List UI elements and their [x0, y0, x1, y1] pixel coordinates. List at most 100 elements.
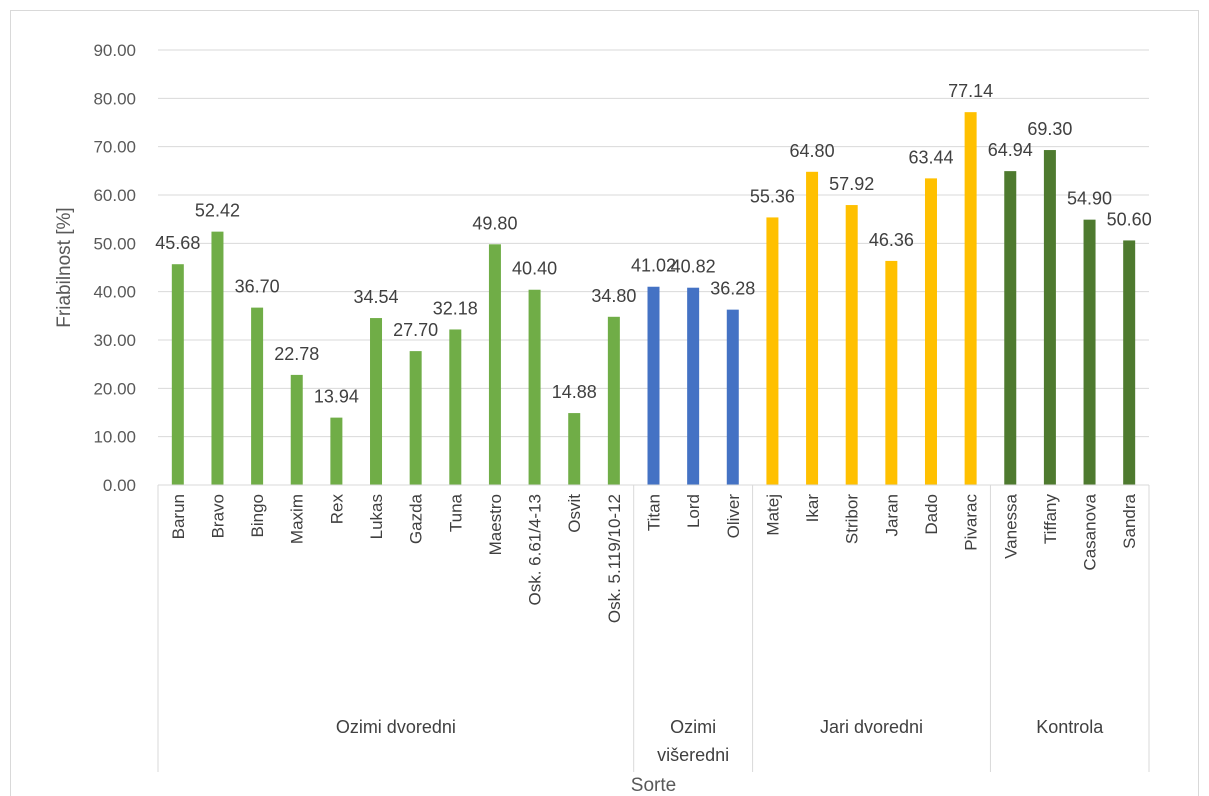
category-label: Stribor — [843, 494, 862, 544]
bar — [1004, 171, 1017, 485]
data-label: 77.14 — [948, 81, 993, 101]
data-label: 63.44 — [908, 147, 953, 167]
bar — [251, 307, 264, 485]
data-label: 64.80 — [790, 141, 835, 161]
y-axis-ticks: 0.00 10.00 20.00 30.00 40.00 50.00 60.00 70.00 8… — [93, 41, 136, 495]
bar — [726, 309, 739, 485]
bar — [211, 231, 224, 485]
y-tick-label: 10.00 — [93, 428, 136, 447]
category-label: Lukas — [367, 494, 386, 539]
data-label: 27.70 — [393, 320, 438, 340]
data-label: 40.82 — [671, 257, 716, 277]
bar — [568, 413, 581, 485]
bar — [290, 374, 303, 485]
data-label: 32.18 — [433, 298, 478, 318]
category-label: Tiffany — [1041, 494, 1060, 545]
data-label: 34.54 — [353, 287, 398, 307]
bar — [806, 171, 819, 486]
category-label: Osk. 5.119/10-12 — [605, 494, 624, 623]
chart-border — [10, 10, 1199, 796]
category-label: Casanova — [1081, 493, 1100, 570]
category-label: Bingo — [248, 494, 267, 537]
x-axis-title: Sorte — [631, 775, 676, 796]
category-label: Oliver — [724, 494, 743, 539]
bar — [845, 205, 858, 485]
category-label: Jaran — [882, 494, 901, 537]
category-label: Ikar — [803, 494, 822, 523]
category-label: Pivarac — [962, 494, 981, 551]
data-label: 22.78 — [274, 344, 319, 364]
data-label: 13.94 — [314, 387, 359, 407]
bar — [1083, 219, 1096, 485]
data-label: 54.90 — [1067, 189, 1112, 209]
y-tick-label: 50.00 — [93, 234, 136, 253]
bar — [687, 287, 700, 485]
category-label: Maxim — [288, 494, 307, 544]
data-label: 41.02 — [631, 256, 676, 276]
category-label: Sandra — [1120, 493, 1139, 548]
bars — [171, 112, 1136, 486]
y-tick-label: 80.00 — [93, 89, 136, 108]
data-label: 34.80 — [591, 286, 636, 306]
data-labels: 45.68 52.42 36.70 22.78 13.94 34.54 27.7032.18… — [155, 81, 1151, 406]
data-label: 55.36 — [750, 186, 795, 206]
y-tick-label: 90.00 — [93, 41, 136, 60]
data-label: 36.70 — [235, 277, 280, 297]
data-label: 50.60 — [1107, 209, 1152, 229]
category-label: Dado — [922, 494, 941, 535]
data-label: 36.28 — [710, 279, 755, 299]
bar — [370, 318, 383, 485]
bar — [330, 417, 343, 485]
category-label: Bravo — [208, 494, 227, 538]
category-label: Matej — [763, 494, 782, 536]
bar — [171, 264, 184, 485]
data-label: 40.40 — [512, 259, 557, 279]
bar — [1123, 240, 1136, 485]
data-label: 64.94 — [988, 140, 1033, 160]
category-label: Gazda — [407, 493, 426, 544]
data-label: 57.92 — [829, 174, 874, 194]
bar — [766, 217, 779, 485]
category-label: Rex — [327, 494, 346, 525]
group-label: Ozimi dvoredni — [336, 717, 456, 737]
category-label: Osk. 6.61/4-13 — [526, 494, 545, 606]
group-label: Ozimi — [670, 717, 716, 737]
group-label: Jari dvoredni — [820, 717, 923, 737]
data-label: 14.88 — [552, 382, 597, 402]
bar — [924, 178, 937, 485]
y-tick-label: 0.00 — [103, 476, 136, 495]
bar — [449, 329, 462, 485]
group-label: višeredni — [657, 745, 729, 765]
bar — [964, 112, 977, 485]
bar — [647, 286, 660, 485]
category-label: Tuna — [446, 493, 465, 532]
bar — [885, 260, 898, 485]
y-tick-label: 20.00 — [93, 379, 136, 398]
category-label: Osvit — [565, 494, 584, 533]
category-label: Maestro — [486, 494, 505, 555]
bar — [528, 289, 541, 485]
x-axis: Barun Bravo Bingo Maxim Rex Lukas Gazda Tuna Mae… — [157, 484, 1150, 772]
y-tick-label: 30.00 — [93, 331, 136, 350]
bar — [1043, 150, 1056, 486]
group-label: Kontrola — [1036, 717, 1104, 737]
data-label: 46.36 — [869, 230, 914, 250]
category-label: Barun — [169, 494, 188, 539]
gridlines — [158, 49, 1149, 438]
data-label: 69.30 — [1027, 119, 1072, 139]
data-label: 49.80 — [472, 213, 517, 233]
y-tick-label: 70.00 — [93, 138, 136, 157]
y-tick-label: 60.00 — [93, 186, 136, 205]
bar — [607, 316, 620, 485]
category-label: Titan — [645, 494, 664, 531]
category-label: Vanessa — [1001, 493, 1020, 558]
bar — [488, 244, 501, 485]
data-label: 52.42 — [195, 201, 240, 221]
data-label: 45.68 — [155, 233, 200, 253]
y-axis-title: Friabilnost [%] — [54, 207, 75, 327]
y-tick-label: 40.00 — [93, 283, 136, 302]
category-label: Lord — [684, 494, 703, 528]
bar — [409, 351, 422, 485]
